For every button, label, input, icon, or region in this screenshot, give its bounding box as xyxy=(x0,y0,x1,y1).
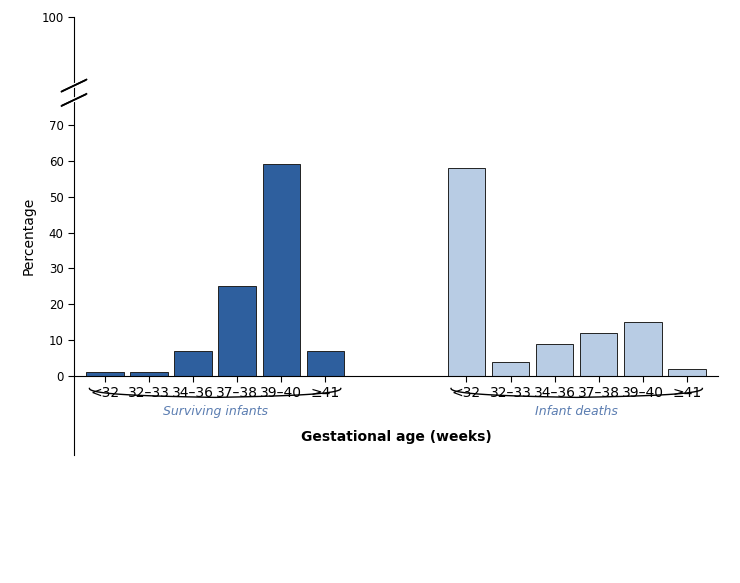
Bar xyxy=(263,164,300,376)
Bar xyxy=(175,351,212,376)
Bar xyxy=(624,322,662,376)
Bar xyxy=(580,333,617,376)
Bar xyxy=(218,286,256,376)
Bar xyxy=(306,351,344,376)
Text: Gestational age (weeks): Gestational age (weeks) xyxy=(300,430,491,444)
Bar xyxy=(492,361,529,376)
Bar xyxy=(86,373,124,376)
Text: Surviving infants: Surviving infants xyxy=(163,405,268,417)
Bar xyxy=(668,368,706,376)
Bar xyxy=(130,373,168,376)
Bar xyxy=(448,168,485,376)
Bar xyxy=(536,343,574,376)
Y-axis label: Percentage: Percentage xyxy=(21,197,36,275)
Text: Infant deaths: Infant deaths xyxy=(535,405,618,417)
